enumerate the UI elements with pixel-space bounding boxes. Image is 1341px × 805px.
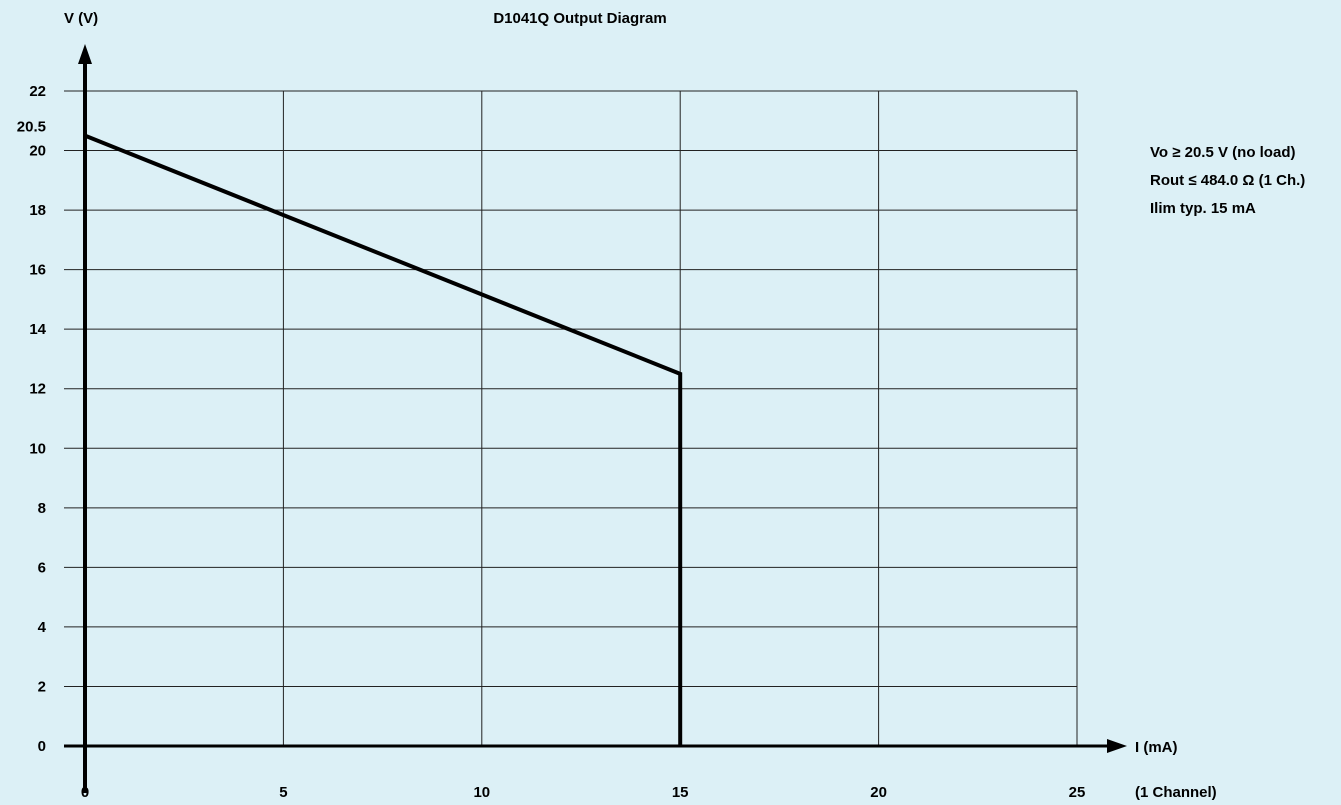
y-tick-label: 22 — [29, 83, 46, 100]
y-tick-label-extra: 20.5 — [17, 119, 46, 136]
x-tick-label: 15 — [672, 784, 689, 801]
axes — [64, 44, 1127, 793]
y-axis-label: V (V) — [64, 10, 98, 27]
x-axis-label: I (mA) — [1135, 739, 1178, 756]
y-tick-label: 2 — [38, 678, 46, 695]
x-tick-label: 25 — [1069, 784, 1086, 801]
y-tick-label: 6 — [38, 559, 46, 576]
y-tick-label: 8 — [38, 500, 46, 517]
x-tick-label: 5 — [279, 784, 287, 801]
x-tick-label: 20 — [870, 784, 887, 801]
annotation-ilim: Ilim typ. 15 mA — [1150, 200, 1256, 217]
y-tick-label: 14 — [29, 321, 46, 338]
tick-labels: 0 2 4 6 8 10 12 14 16 18 20 22 20.5 0 5 10 15 20 25 — [17, 83, 1086, 801]
series-line-0 — [84, 133, 683, 746]
series-layer — [84, 133, 683, 746]
grid-lines — [64, 90, 1078, 746]
y-tick-label: 18 — [29, 202, 46, 219]
chart-title: D1041Q Output Diagram — [493, 10, 666, 27]
y-tick-label: 10 — [29, 440, 46, 457]
y-tick-label: 16 — [29, 262, 46, 279]
x-axis-note: (1 Channel) — [1135, 784, 1217, 801]
y-tick-label: 12 — [29, 381, 46, 398]
y-tick-label: 4 — [38, 619, 47, 636]
y-axis-arrow — [78, 44, 92, 64]
y-tick-label: 0 — [38, 738, 46, 755]
x-tick-label: 0 — [81, 784, 89, 801]
x-axis-arrow — [1107, 739, 1127, 753]
x-tick-label: 10 — [473, 784, 490, 801]
y-tick-label: 20 — [29, 143, 46, 160]
annotation-rout: Rout ≤ 484.0 Ω (1 Ch.) — [1150, 172, 1305, 189]
annotation-vo: Vo ≥ 20.5 V (no load) — [1150, 144, 1295, 161]
